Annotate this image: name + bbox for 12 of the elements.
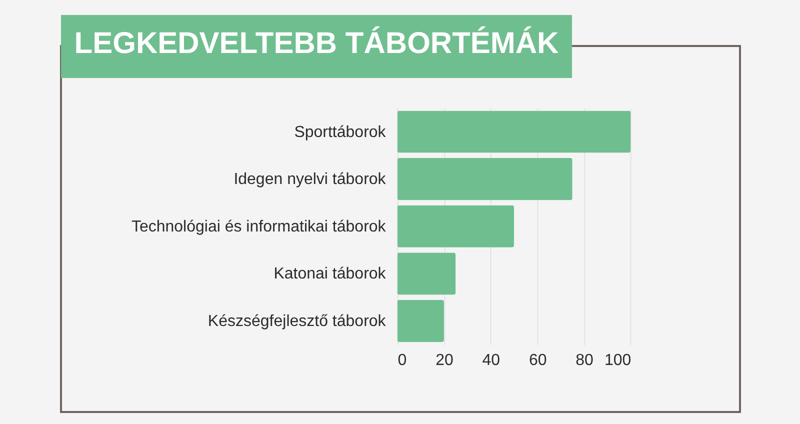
x-tick-label: 0 — [398, 352, 407, 370]
chart-title: LEGKEDVELTEBB TÁBORTÉMÁK — [74, 26, 560, 60]
x-tick-label: 100 — [604, 352, 632, 370]
x-tick-label: 60 — [528, 352, 547, 370]
y-tick-label: Idegen nyelvi táborok — [234, 171, 387, 188]
y-tick-label: Katonai táborok — [274, 266, 387, 283]
y-tick-label: Készségfejlesztő táborok — [208, 312, 387, 330]
x-tick-label: 20 — [436, 352, 454, 370]
x-tick-label: 80 — [576, 352, 594, 370]
y-tick-label: Technológiai és informatikai táborok — [131, 218, 387, 236]
y-tick-label: Sporttáborok — [294, 124, 387, 141]
x-tick-label: 40 — [482, 352, 500, 370]
